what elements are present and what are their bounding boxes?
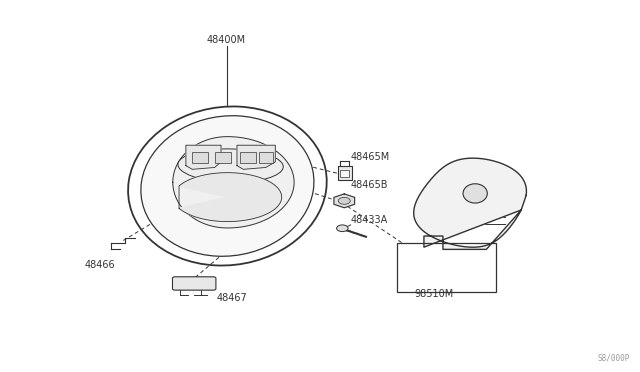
- Polygon shape: [334, 194, 355, 208]
- Ellipse shape: [178, 149, 284, 182]
- Polygon shape: [413, 158, 527, 249]
- Bar: [340, 170, 349, 177]
- Text: 48465B: 48465B: [351, 180, 388, 190]
- Bar: [192, 152, 208, 163]
- Text: 48433A: 48433A: [351, 215, 388, 225]
- Text: 48465M: 48465M: [351, 152, 390, 162]
- Polygon shape: [179, 173, 282, 222]
- Ellipse shape: [463, 184, 487, 203]
- Text: 48466: 48466: [85, 260, 116, 270]
- FancyBboxPatch shape: [173, 277, 216, 290]
- Polygon shape: [186, 145, 221, 169]
- Bar: [214, 152, 230, 163]
- Text: 48467: 48467: [216, 293, 247, 303]
- Text: 98510M: 98510M: [415, 289, 454, 299]
- Ellipse shape: [141, 116, 314, 256]
- Polygon shape: [173, 137, 294, 228]
- Bar: [240, 152, 256, 163]
- Bar: [259, 152, 273, 163]
- Bar: [338, 166, 352, 180]
- Text: 48400M: 48400M: [206, 35, 246, 45]
- Text: S8/000P: S8/000P: [597, 353, 630, 362]
- Circle shape: [339, 198, 350, 204]
- Circle shape: [337, 225, 348, 232]
- Polygon shape: [237, 145, 275, 169]
- Bar: [397, 243, 495, 292]
